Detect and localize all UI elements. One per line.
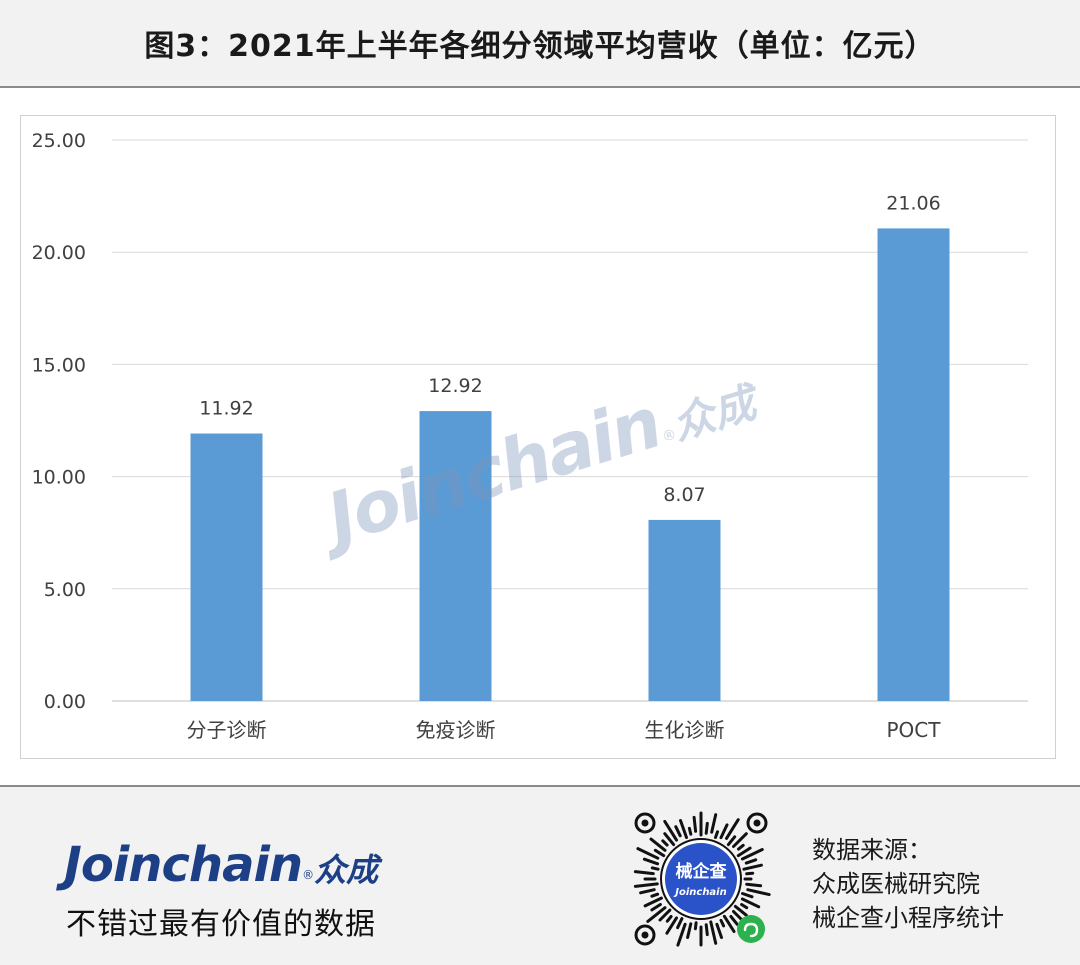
qr-center-badge: [665, 843, 737, 915]
brand-logo: Joinchain®众成: [64, 837, 378, 893]
qr-ray: [719, 918, 726, 928]
qr-ray: [742, 863, 763, 871]
qr-ray: [650, 892, 660, 898]
data-label: 11.92: [199, 398, 253, 420]
slogan: 不错过最有价值的数据: [66, 907, 376, 942]
bar-1: [419, 411, 492, 701]
qr-ray: [725, 818, 740, 840]
qr-ray: [704, 821, 709, 835]
qr-ray: [665, 915, 673, 923]
qr-ray: [649, 837, 667, 852]
x-category-label: 免疫诊断: [416, 718, 496, 742]
qr-ray: [710, 813, 718, 834]
bar-2: [648, 519, 721, 701]
y-tick-label: 10.00: [32, 467, 86, 489]
qr-ray: [709, 920, 718, 945]
data-source: 数据来源： 众成医械研究院 械企查小程序统计: [812, 833, 1004, 935]
source-line-1: 数据来源：: [812, 836, 932, 864]
qr-ray: [639, 888, 656, 895]
y-tick-label: 5.00: [44, 579, 86, 601]
data-label: 21.06: [886, 192, 940, 214]
chart-area: 0.00 5.00 10.00 15.00 20.00 25.00 11.92 分子诊断 12.…: [0, 88, 1080, 785]
y-tick-label: 15.00: [32, 354, 86, 376]
brand-registered: ®: [302, 868, 315, 882]
qr-ray: [633, 882, 659, 888]
brand-cn: 众成: [314, 851, 379, 889]
source-line-2: 众成医械研究院: [812, 870, 980, 898]
mini-program-icon: [737, 915, 765, 943]
qr-ray: [663, 819, 678, 842]
qr-ray: [633, 870, 655, 876]
qr-label-cn: 械企查: [676, 861, 728, 882]
qr-ray: [736, 846, 752, 858]
qr-ray: [740, 848, 764, 861]
page-title: 图3：2021年上半年各细分领域平均营收（单位：亿元）: [144, 29, 936, 64]
x-category-label: 分子诊断: [187, 718, 267, 742]
bar-0: [190, 433, 263, 701]
qr-ray: [715, 922, 723, 939]
qr-ray: [676, 917, 684, 930]
qr-ray: [687, 826, 693, 836]
qr-ray: [745, 882, 763, 888]
qr-ray: [665, 916, 678, 935]
qr-ray: [740, 897, 761, 909]
qr-ray: [737, 843, 745, 851]
qr-ray: [686, 922, 693, 939]
data-label: 12.92: [428, 375, 482, 397]
y-tick-label: 0.00: [44, 691, 86, 713]
qr-ray: [653, 848, 666, 858]
qr-ray: [676, 922, 687, 947]
chart-frame: [20, 115, 1056, 759]
source-line-3: 械企查小程序统计: [812, 904, 1004, 932]
qr-ray: [745, 871, 755, 876]
qr-ray: [746, 888, 771, 897]
qr-code[interactable]: 械企查 Joinchain: [625, 803, 777, 955]
qr-ray: [704, 923, 709, 937]
qr-ray: [714, 830, 719, 839]
qr-finder-top-left: [634, 812, 656, 834]
qr-ray: [643, 896, 663, 908]
data-label: 8.07: [663, 484, 705, 506]
qr-ray: [650, 903, 662, 912]
qr-ray: [740, 903, 749, 910]
page-header: 图3：2021年上半年各细分领域平均营收（单位：亿元）: [0, 0, 1080, 88]
x-category-label: POCT: [887, 718, 942, 742]
qr-ray: [636, 847, 660, 860]
qr-ray: [722, 914, 736, 933]
footer: Joinchain®众成 不错过最有价值的数据 械企查 Joinchain 数据…: [0, 785, 1080, 965]
qr-ray: [719, 823, 729, 840]
qr-finder-top-right: [746, 812, 768, 834]
qr-ray: [646, 906, 667, 923]
qr-ray: [661, 839, 669, 847]
qr-ray: [729, 915, 739, 926]
qr-ray: [741, 892, 754, 899]
y-tick-label: 25.00: [32, 130, 86, 152]
qr-ray: [726, 835, 737, 847]
qr-ray: [679, 819, 688, 839]
bar-3: [877, 228, 950, 701]
y-tick-label: 20.00: [32, 242, 86, 264]
qr-ray: [650, 866, 660, 871]
x-category-label: 生化诊断: [645, 718, 725, 742]
qr-ray: [692, 815, 698, 833]
qr-ray: [658, 908, 672, 922]
qr-ray: [663, 832, 676, 847]
bar-chart: 0.00 5.00 10.00 15.00 20.00 25.00 11.92 分子诊断 12.…: [32, 130, 1028, 742]
qr-ray: [674, 825, 682, 838]
qr-ray: [733, 904, 748, 917]
qr-finder-bottom-left: [634, 924, 656, 946]
qr-ray: [642, 857, 660, 866]
qr-ray: [693, 921, 698, 931]
qr-label-latin: Joinchain: [673, 887, 726, 898]
qr-ray: [744, 858, 758, 865]
qr-ray: [732, 832, 748, 848]
brand-latin: Joinchain: [64, 837, 303, 893]
